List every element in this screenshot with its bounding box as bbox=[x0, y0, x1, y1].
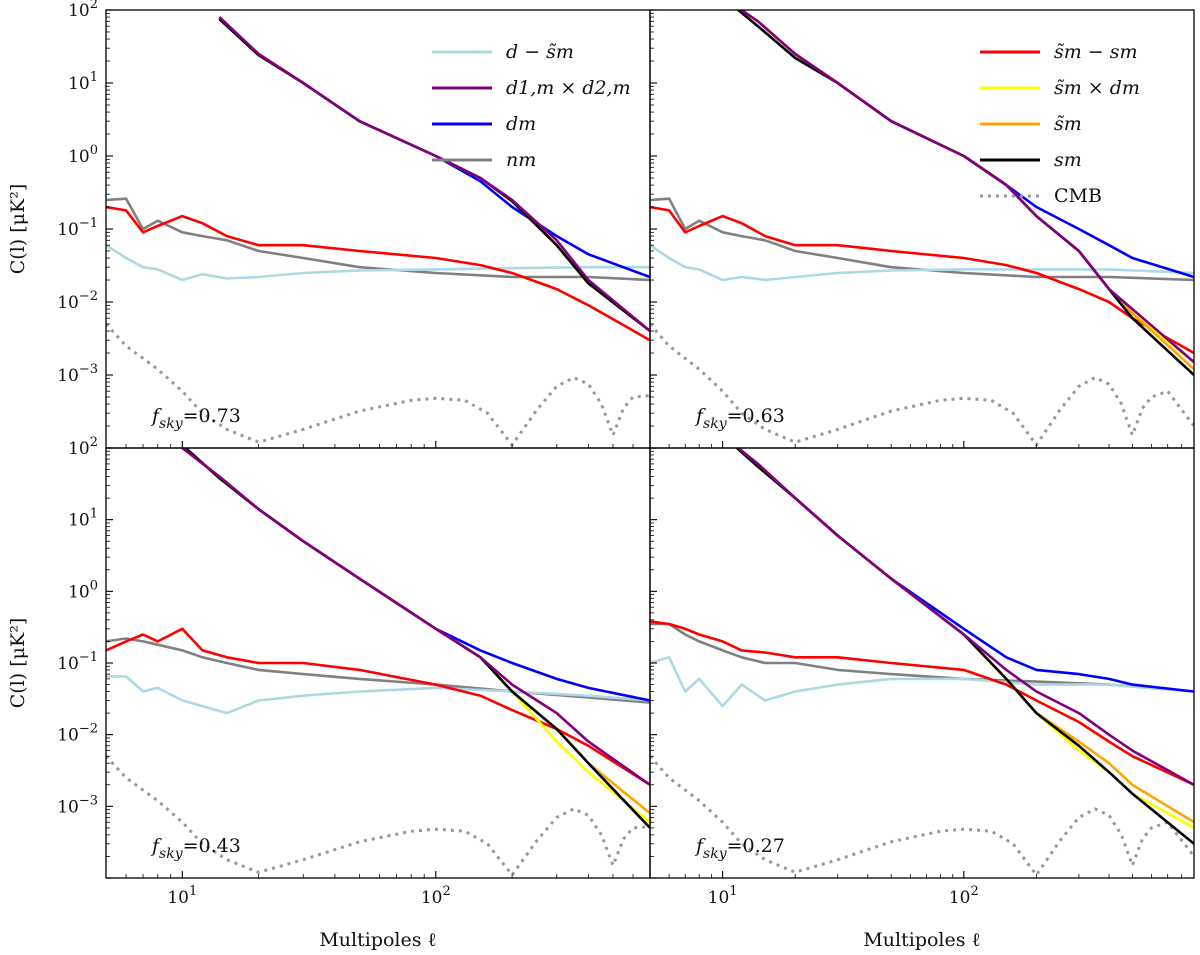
series-line-cmb bbox=[106, 322, 650, 447]
legend-right: s̃m − sm s̃m × dm s̃m sm CMB bbox=[980, 41, 1140, 207]
series-group bbox=[106, 448, 650, 877]
series-line-nm bbox=[650, 197, 1194, 282]
legend-left: d − s̃m d1,m × d2,m dm nm bbox=[432, 41, 631, 171]
series-line-d1-m-d2-m bbox=[736, 448, 1194, 786]
fsky-annotation: fsky=0.63 bbox=[694, 405, 785, 432]
legend-label: nm bbox=[506, 149, 536, 171]
series-line-nm bbox=[106, 197, 650, 282]
legend-label: s̃m bbox=[1054, 113, 1082, 135]
legend-label: dm bbox=[506, 113, 536, 135]
x-axis-title: Multipoles ℓ bbox=[319, 929, 436, 951]
series-group bbox=[650, 10, 1194, 447]
series-line-s-m-sm bbox=[650, 205, 1194, 355]
series-line-d-s-m bbox=[106, 675, 650, 715]
legend-label: s̃m × dm bbox=[1054, 77, 1140, 99]
series-line-cmb bbox=[650, 323, 1194, 447]
fsky-annotation: fsky=0.43 bbox=[150, 835, 241, 862]
legend-label: CMB bbox=[1054, 185, 1102, 207]
series-line-s-m-sm bbox=[106, 205, 650, 342]
series-line-cmb bbox=[106, 755, 650, 877]
series-line-d1-m-d2-m bbox=[181, 448, 650, 786]
y-axis-title: C(l) [μK²] bbox=[7, 618, 29, 708]
legend-label: s̃m − sm bbox=[1054, 41, 1138, 63]
x-axis-title: Multipoles ℓ bbox=[863, 929, 980, 951]
series-group bbox=[650, 448, 1194, 877]
series-group bbox=[106, 16, 650, 447]
fsky-annotation: fsky=0.73 bbox=[150, 405, 241, 432]
series-line-d-s-m bbox=[106, 244, 650, 282]
series-line-s-m-sm bbox=[650, 620, 1194, 786]
fsky-annotation: fsky=0.27 bbox=[694, 835, 785, 862]
series-line-cmb bbox=[650, 755, 1194, 877]
series-line-nm bbox=[650, 622, 1194, 693]
legend-label: d1,m × d2,m bbox=[506, 77, 631, 99]
legend-label: d − s̃m bbox=[506, 41, 574, 63]
series-line-d1-m-d2-m bbox=[739, 10, 1194, 364]
series-line-d1-m-d2-m bbox=[218, 16, 650, 333]
y-axis-title: C(l) [μK²] bbox=[7, 184, 29, 274]
panel-top-right: fsky=0.63 bbox=[649, 9, 1195, 449]
series-line-s-m-sm bbox=[106, 627, 650, 786]
legend-label: sm bbox=[1054, 149, 1082, 171]
